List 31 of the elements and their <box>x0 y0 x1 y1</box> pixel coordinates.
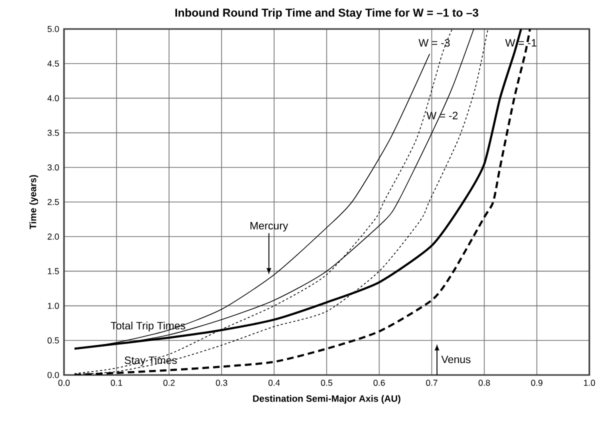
annotation: W = -1 <box>505 39 536 47</box>
annotation: W = -2 <box>426 112 458 120</box>
annotation: W = -3 <box>418 39 450 47</box>
x-tick-label: 0.5 <box>320 380 332 386</box>
annotation: Total Trip Times <box>110 322 186 332</box>
chart-title: Inbound Round Trip Time and Stay Time for W = –1 to –3 <box>175 8 478 19</box>
x-tick-label: 0.4 <box>268 380 280 386</box>
x-tick-label: 0.8 <box>478 380 490 386</box>
y-tick-label: 4.5 <box>47 60 59 67</box>
x-tick-label: 0.2 <box>163 380 175 386</box>
x-tick-label: 0.0 <box>58 380 70 386</box>
y-tick-label: 1.0 <box>48 302 59 309</box>
y-tick-label: 0.5 <box>48 337 59 344</box>
y-tick-label: 4.0 <box>47 95 59 102</box>
annotation: Venus <box>441 356 470 364</box>
x-tick-label: 0.3 <box>216 380 228 386</box>
x-tick-label: 0.7 <box>426 380 438 386</box>
y-tick-label: 5.0 <box>48 26 59 32</box>
x-tick-label: 0.6 <box>374 380 385 386</box>
annotation: Mercury <box>250 222 288 232</box>
y-tick-label: 3.5 <box>48 130 59 136</box>
y-tick-label: 1.5 <box>48 268 59 274</box>
x-tick-label: 1.0 <box>584 380 596 386</box>
y-axis-title: Time (years) <box>29 175 38 230</box>
y-tick-label: 0.0 <box>48 372 59 378</box>
y-tick-label: 2.5 <box>48 198 59 206</box>
x-axis-title: Destination Semi-Major Axis (AU) <box>253 395 400 404</box>
x-tick-label: 0.9 <box>531 380 542 386</box>
y-tick-label: 2.0 <box>48 234 59 240</box>
x-tick-label: 0.1 <box>110 380 122 386</box>
y-tick-label: 3.0 <box>48 164 59 170</box>
